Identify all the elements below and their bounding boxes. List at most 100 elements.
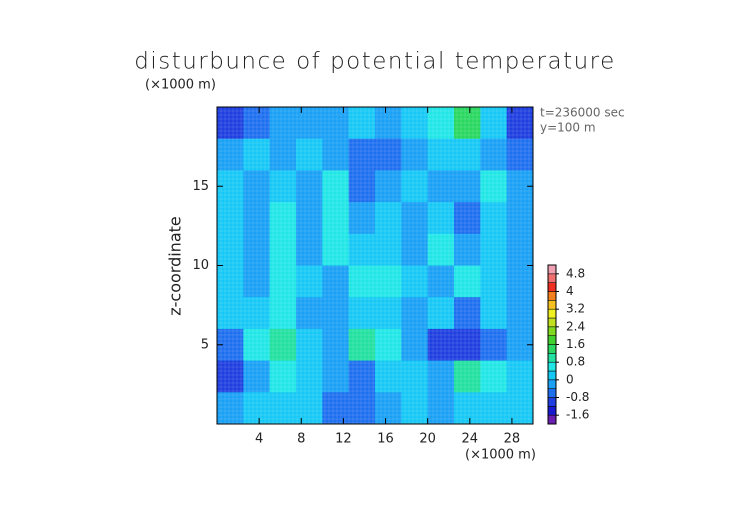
colorbar-bin xyxy=(547,361,557,372)
x-tick-label: 16 xyxy=(377,432,394,447)
field-cell xyxy=(322,138,350,171)
chart-title: disturbunce of potential temperature xyxy=(134,49,616,75)
colorbar-bin xyxy=(547,264,557,275)
field-cell xyxy=(269,328,297,362)
colorbar-tick-label: 2.4 xyxy=(566,319,585,333)
annotation: y=100 m xyxy=(540,121,596,135)
field-cell xyxy=(322,328,350,362)
y-axis-label: z-coordinate xyxy=(166,216,185,316)
field-cell xyxy=(401,392,429,425)
field-cell xyxy=(348,170,376,203)
field-cell xyxy=(401,107,429,140)
field-cell xyxy=(375,107,402,140)
field-cell xyxy=(375,170,402,203)
field-cell xyxy=(427,170,455,203)
colorbar-bin xyxy=(547,317,557,328)
colorbar-bin xyxy=(547,397,557,407)
x-tick-label: 20 xyxy=(419,432,436,447)
field-cell xyxy=(296,265,323,298)
colorbar-tick-label: -0.8 xyxy=(566,390,589,404)
y-tick-label: 10 xyxy=(192,258,209,273)
field-cell xyxy=(401,138,429,171)
field-cell xyxy=(375,265,402,298)
field-cell xyxy=(348,107,376,140)
field-cell xyxy=(375,360,402,393)
field xyxy=(216,106,534,425)
colorbar-tick-label: 4.8 xyxy=(566,266,585,280)
field-cell xyxy=(375,233,402,266)
field-cell xyxy=(243,392,271,425)
field-cell xyxy=(243,265,271,298)
field-cell xyxy=(322,297,350,330)
field-cell xyxy=(217,265,244,298)
field-cell xyxy=(243,170,271,203)
colorbar-tick-label: 0.8 xyxy=(566,355,585,369)
colorbar-tick-label: 4 xyxy=(566,284,574,298)
field-cell xyxy=(401,360,429,393)
field-cell xyxy=(348,297,376,330)
field-cell xyxy=(296,107,323,140)
colorbar-bin xyxy=(547,379,557,389)
field-cell xyxy=(296,297,323,330)
field-cell xyxy=(480,265,508,298)
colorbar-bin xyxy=(547,414,557,425)
field-cell xyxy=(454,138,481,171)
field-cell xyxy=(269,297,297,330)
field-cell xyxy=(296,202,323,235)
field-cell xyxy=(401,233,429,266)
field-cell xyxy=(454,297,481,330)
axes: 4 8 12 16 20 24 28 5 10 15 4.8 4 3.2 2.4 1.6 0.8 0 -0.8 -1… xyxy=(192,106,589,447)
field-cell xyxy=(322,170,350,203)
field-cell xyxy=(454,265,481,298)
field-cell xyxy=(322,107,350,140)
field-cell xyxy=(480,138,508,171)
colorbar-tick-label: 3.2 xyxy=(566,302,585,316)
field-cell xyxy=(427,392,455,425)
field-cell xyxy=(217,297,244,330)
field-cell xyxy=(217,202,244,235)
field-cell xyxy=(401,265,429,298)
colorbar-tick-label: 1.6 xyxy=(566,337,585,351)
field-cell xyxy=(348,138,376,171)
x-tick-label: 4 xyxy=(255,432,263,447)
field-cell xyxy=(296,328,323,362)
field-cell xyxy=(217,392,244,425)
field-cell xyxy=(269,392,297,425)
colorbar-bin xyxy=(547,406,557,416)
field-cell xyxy=(506,360,534,393)
colorbar-bin xyxy=(547,291,557,301)
field-cell xyxy=(480,360,508,393)
field-cell xyxy=(427,107,455,140)
field-cell xyxy=(322,392,350,425)
field-cell xyxy=(480,392,508,425)
field-cell xyxy=(348,233,376,266)
field-cell xyxy=(217,138,244,171)
field-cell xyxy=(322,202,350,235)
field-cell xyxy=(401,170,429,203)
field-cell xyxy=(401,297,429,330)
x-tick-label: 8 xyxy=(297,432,305,447)
field-cell xyxy=(217,107,244,140)
field-cell xyxy=(480,233,508,266)
colorbar-bin xyxy=(547,300,557,310)
x-tick-label: 28 xyxy=(504,432,521,447)
field-cell xyxy=(375,138,402,171)
field-cell xyxy=(375,202,402,235)
colorbar-bin xyxy=(547,273,557,283)
field-cell xyxy=(427,202,455,235)
field-cell xyxy=(296,392,323,425)
field-cell xyxy=(217,360,244,393)
y-unit: (×1000 m) xyxy=(145,78,216,93)
y-tick-label: 15 xyxy=(192,179,209,194)
field-cell xyxy=(427,328,455,362)
x-unit: (×1000 m) xyxy=(465,448,536,463)
field-cell xyxy=(454,360,481,393)
field-cell xyxy=(427,265,455,298)
field-cell xyxy=(269,265,297,298)
x-tick-label: 24 xyxy=(462,432,479,447)
colorbar-tick-label: -1.6 xyxy=(566,408,589,422)
colorbar-bin xyxy=(547,353,557,363)
field-cell xyxy=(217,233,244,266)
